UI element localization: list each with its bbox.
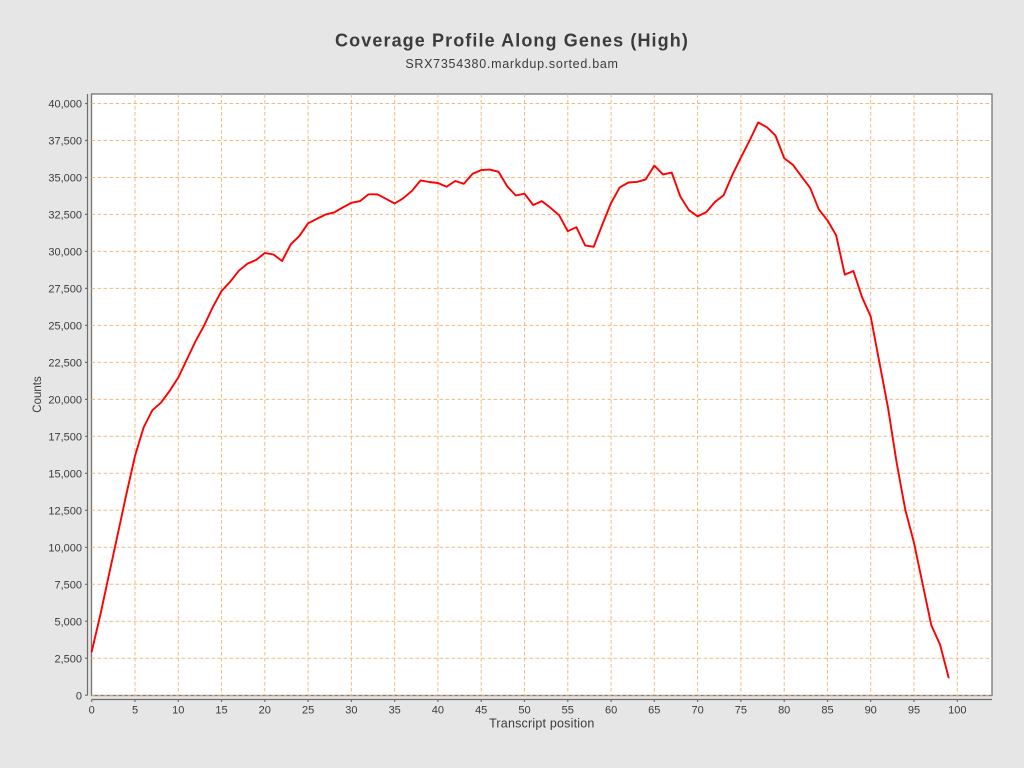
svg-text:60: 60 xyxy=(605,704,617,716)
svg-text:SRX7354380.markdup.sorted.bam: SRX7354380.markdup.sorted.bam xyxy=(405,57,618,71)
svg-text:20: 20 xyxy=(259,704,271,716)
svg-text:22,500: 22,500 xyxy=(48,358,82,370)
svg-text:55: 55 xyxy=(562,704,574,716)
svg-text:40: 40 xyxy=(432,704,444,716)
svg-text:12,500: 12,500 xyxy=(48,506,82,518)
svg-text:40,000: 40,000 xyxy=(48,99,82,111)
svg-text:95: 95 xyxy=(908,704,920,716)
svg-text:35: 35 xyxy=(389,704,401,716)
svg-text:75: 75 xyxy=(735,704,747,716)
svg-text:65: 65 xyxy=(648,704,660,716)
svg-text:80: 80 xyxy=(778,704,790,716)
svg-text:70: 70 xyxy=(691,704,703,716)
svg-text:Counts: Counts xyxy=(32,376,44,413)
svg-text:20,000: 20,000 xyxy=(48,395,82,407)
svg-text:30: 30 xyxy=(345,704,357,716)
svg-text:10,000: 10,000 xyxy=(48,543,82,555)
svg-text:35,000: 35,000 xyxy=(48,173,82,185)
svg-text:15,000: 15,000 xyxy=(48,469,82,481)
svg-text:0: 0 xyxy=(76,690,82,702)
svg-text:45: 45 xyxy=(475,704,487,716)
svg-text:85: 85 xyxy=(821,704,833,716)
svg-text:25: 25 xyxy=(302,704,314,716)
svg-text:25,000: 25,000 xyxy=(48,321,82,333)
svg-text:5: 5 xyxy=(132,704,138,716)
svg-text:90: 90 xyxy=(865,704,877,716)
svg-text:5,000: 5,000 xyxy=(54,616,82,628)
svg-text:Coverage Profile Along Genes (: Coverage Profile Along Genes (High) xyxy=(335,31,689,51)
svg-text:7,500: 7,500 xyxy=(54,580,82,592)
svg-text:17,500: 17,500 xyxy=(48,432,82,444)
svg-text:32,500: 32,500 xyxy=(48,210,82,222)
svg-text:37,500: 37,500 xyxy=(48,136,82,148)
svg-text:30,000: 30,000 xyxy=(48,247,82,259)
svg-text:2,500: 2,500 xyxy=(54,653,82,665)
svg-text:10: 10 xyxy=(172,704,184,716)
svg-text:Transcript position: Transcript position xyxy=(489,717,594,731)
svg-text:0: 0 xyxy=(89,704,95,716)
svg-text:15: 15 xyxy=(215,704,227,716)
svg-text:50: 50 xyxy=(518,704,530,716)
svg-text:27,500: 27,500 xyxy=(48,284,82,296)
svg-text:100: 100 xyxy=(948,704,966,716)
